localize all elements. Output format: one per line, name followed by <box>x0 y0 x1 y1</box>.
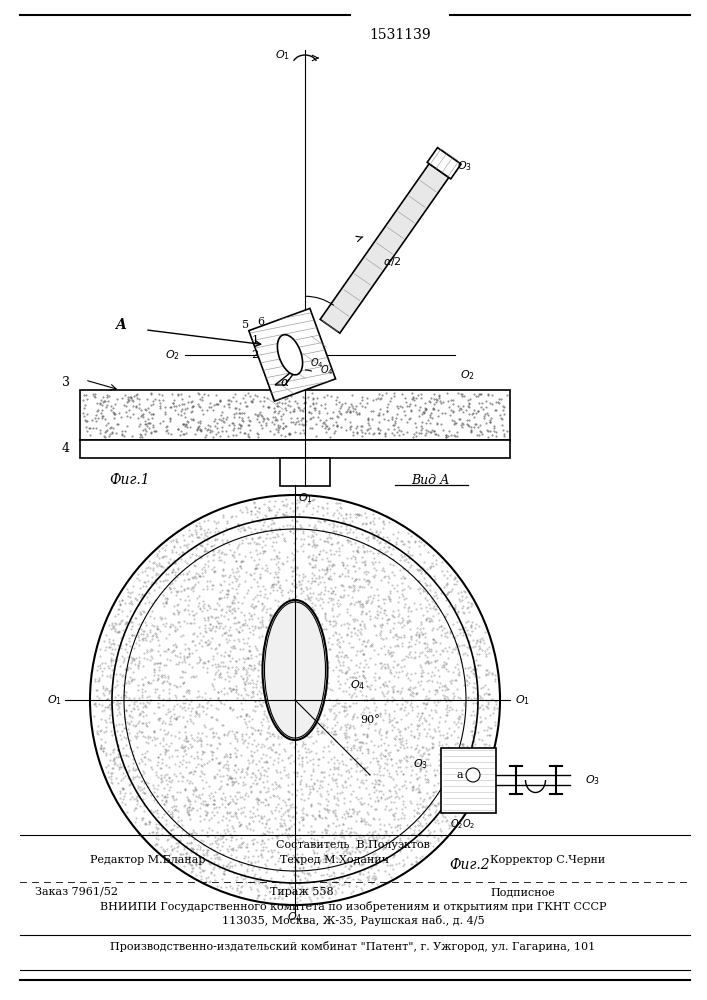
Text: 6: 6 <box>257 317 264 327</box>
Text: 1531139: 1531139 <box>369 28 431 42</box>
Text: Подписное: Подписное <box>490 887 555 897</box>
Text: Составитель  В.Полуэктов: Составитель В.Полуэктов <box>276 840 430 850</box>
Text: 90°: 90° <box>360 715 380 725</box>
Text: $O_3$: $O_3$ <box>414 757 428 771</box>
Text: $O_1$: $O_1$ <box>298 491 312 505</box>
Text: Производственно-издательский комбинат "Патент", г. Ужгород, ул. Гагарина, 101: Производственно-издательский комбинат "П… <box>110 942 595 952</box>
Text: A: A <box>115 318 125 332</box>
Ellipse shape <box>262 600 327 740</box>
Text: $O_4$: $O_4$ <box>310 356 324 370</box>
Text: Тираж 558: Тираж 558 <box>270 887 334 897</box>
Text: 4: 4 <box>62 442 70 456</box>
Text: 1: 1 <box>252 335 259 345</box>
Bar <box>440 748 496 812</box>
Text: Корректор С.Черни: Корректор С.Черни <box>490 855 605 865</box>
Polygon shape <box>320 164 449 333</box>
Ellipse shape <box>264 602 325 738</box>
Text: a: a <box>457 770 463 780</box>
Text: Вид А: Вид А <box>411 474 449 487</box>
Bar <box>280 458 330 486</box>
Text: $O_4$: $O_4$ <box>320 363 334 377</box>
Ellipse shape <box>277 335 303 375</box>
Text: $O_2 O_2$: $O_2 O_2$ <box>450 818 476 831</box>
Text: 2: 2 <box>252 350 259 360</box>
Text: $O_2$: $O_2$ <box>460 368 475 382</box>
Text: $O_3$: $O_3$ <box>457 159 472 173</box>
Text: $O_4$: $O_4$ <box>350 678 366 692</box>
Text: 3: 3 <box>62 375 70 388</box>
Text: 5: 5 <box>243 320 250 330</box>
Text: $O_1$: $O_1$ <box>515 693 530 707</box>
Text: $O_4$: $O_4$ <box>287 910 303 924</box>
Text: ВНИИПИ Государственного комитета по изобретениям и открытиям при ГКНТ СССР: ВНИИПИ Государственного комитета по изоб… <box>100 902 606 912</box>
Text: $\alpha$: $\alpha$ <box>280 375 290 388</box>
Text: $\alpha/2$: $\alpha/2$ <box>383 255 402 268</box>
Text: Фиг.1: Фиг.1 <box>110 473 151 487</box>
Text: Заказ 7961/52: Заказ 7961/52 <box>35 887 118 897</box>
Text: 113035, Москва, Ж-35, Раушская наб., д. 4/5: 113035, Москва, Ж-35, Раушская наб., д. … <box>222 914 484 926</box>
Polygon shape <box>249 308 336 401</box>
Polygon shape <box>427 148 461 179</box>
Text: $O_1$: $O_1$ <box>275 48 290 62</box>
Bar <box>80 440 510 458</box>
Circle shape <box>90 495 500 905</box>
Text: $O_2$: $O_2$ <box>165 348 180 362</box>
Bar <box>80 390 510 440</box>
Circle shape <box>466 768 480 782</box>
Text: Редактор М.Бланар: Редактор М.Бланар <box>90 855 206 865</box>
Text: $O_1$: $O_1$ <box>47 693 62 707</box>
Text: $O_3$: $O_3$ <box>585 773 600 787</box>
Text: Фиг.2: Фиг.2 <box>450 858 491 872</box>
Text: Техред М.Ходанич: Техред М.Ходанич <box>280 855 389 865</box>
